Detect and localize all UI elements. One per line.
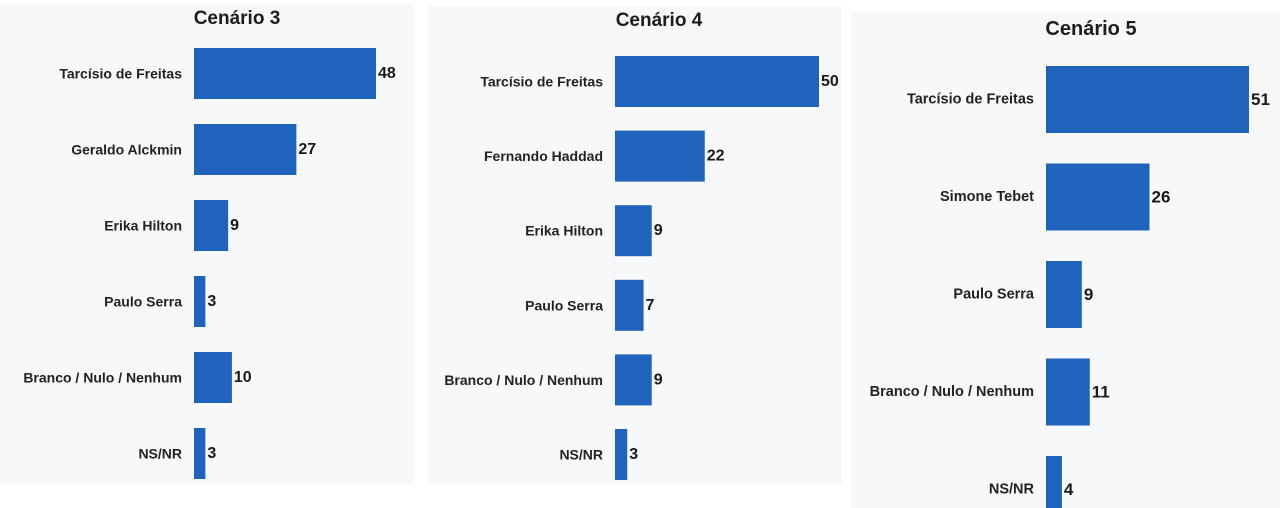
- bar: [194, 352, 232, 403]
- bar: [1046, 456, 1062, 508]
- bar: [194, 124, 297, 175]
- bar: [1046, 261, 1082, 328]
- category-label: Tarcísio de Freitas: [907, 92, 1034, 108]
- category-label: Paulo Serra: [953, 287, 1035, 303]
- bar: [194, 200, 229, 251]
- category-label: Tarcísio de Freitas: [480, 74, 603, 90]
- value-label: 50: [821, 73, 839, 90]
- value-label: 9: [654, 371, 663, 388]
- category-label: Paulo Serra: [104, 294, 182, 310]
- category-label: Branco / Nulo / Nenhum: [23, 370, 182, 386]
- bar: [615, 56, 819, 107]
- value-label: 4: [1064, 480, 1074, 499]
- chart-panel-cenario-4: Cenário 4 Tarcísio de Freitas 50 Fernando …: [428, 6, 842, 484]
- value-label: 9: [230, 217, 239, 234]
- value-label: 26: [1151, 188, 1170, 207]
- bar: [615, 429, 628, 480]
- value-label: 22: [707, 148, 725, 165]
- chart-title: Cenário 4: [615, 10, 703, 31]
- category-label: Paulo Serra: [525, 297, 603, 313]
- value-label: 7: [646, 297, 655, 314]
- value-label: 10: [234, 369, 252, 386]
- value-label: 11: [1092, 383, 1110, 402]
- bar-chart-cenario-5: Tarcísio de Freitas 51 Simone Tebet 26 Paulo…: [870, 66, 1270, 508]
- category-label: Simone Tebet: [940, 189, 1034, 205]
- category-label: NS/NR: [138, 446, 182, 462]
- value-label: 9: [1084, 285, 1093, 304]
- category-label: Tarcísio de Freitas: [59, 66, 182, 82]
- category-label: Geraldo Alckmin: [71, 142, 182, 158]
- chart-panel-cenario-3: Cenário 3 Tarcísio de Freitas 48 Geraldo A…: [0, 4, 414, 484]
- chart-panel-cenario-5: Cenário 5 Tarcísio de Freitas 51 Simone Te…: [851, 12, 1280, 508]
- category-label: Erika Hilton: [525, 223, 603, 239]
- value-label: 27: [298, 141, 316, 158]
- category-label: Fernando Haddad: [484, 148, 603, 164]
- bar: [1046, 163, 1150, 231]
- value-label: 3: [207, 293, 216, 310]
- bar: [615, 205, 652, 257]
- category-label: Branco / Nulo / Nenhum: [870, 384, 1034, 400]
- category-label: NS/NR: [989, 482, 1035, 498]
- chart-title: Cenário 5: [1045, 18, 1137, 40]
- value-label: 3: [207, 445, 216, 462]
- value-label: 9: [654, 222, 663, 239]
- category-label: NS/NR: [559, 447, 603, 463]
- bar: [615, 279, 644, 331]
- bar: [615, 130, 705, 182]
- value-label: 48: [378, 65, 396, 82]
- bar: [615, 354, 652, 406]
- bar: [1046, 66, 1249, 133]
- bar: [1046, 358, 1090, 426]
- value-label: 51: [1251, 90, 1270, 109]
- value-label: 3: [629, 446, 638, 463]
- category-label: Branco / Nulo / Nenhum: [444, 372, 603, 388]
- bar-chart-cenario-3: Tarcísio de Freitas 48 Geraldo Alckmin 27 Er…: [23, 48, 396, 479]
- bar: [194, 276, 206, 327]
- chart-title: Cenário 3: [193, 8, 281, 29]
- bar: [194, 48, 376, 99]
- bar-chart-cenario-4: Tarcísio de Freitas 50 Fernando Haddad 22 Er…: [444, 56, 839, 480]
- bar: [194, 428, 206, 479]
- category-label: Erika Hilton: [104, 218, 182, 234]
